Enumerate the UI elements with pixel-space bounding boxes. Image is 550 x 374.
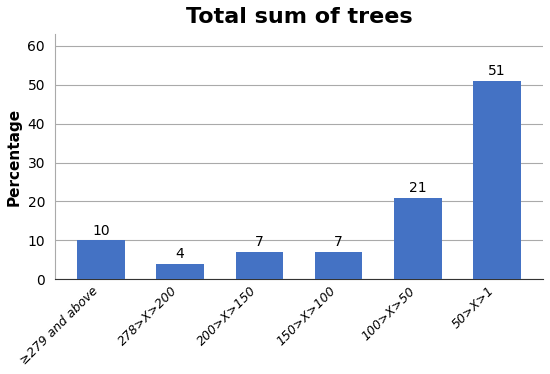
Bar [474,81,521,279]
Bar [394,197,442,279]
Text: 4: 4 [175,247,184,261]
Text: 51: 51 [488,64,506,78]
Text: 7: 7 [255,235,263,249]
Bar [77,240,125,279]
Text: 21: 21 [409,181,427,195]
Bar [156,264,204,279]
Text: 7: 7 [334,235,343,249]
Text: 10: 10 [92,224,109,238]
Bar [315,252,362,279]
Bar [235,252,283,279]
Title: Total sum of trees: Total sum of trees [186,7,412,27]
Y-axis label: Percentage: Percentage [7,108,22,206]
